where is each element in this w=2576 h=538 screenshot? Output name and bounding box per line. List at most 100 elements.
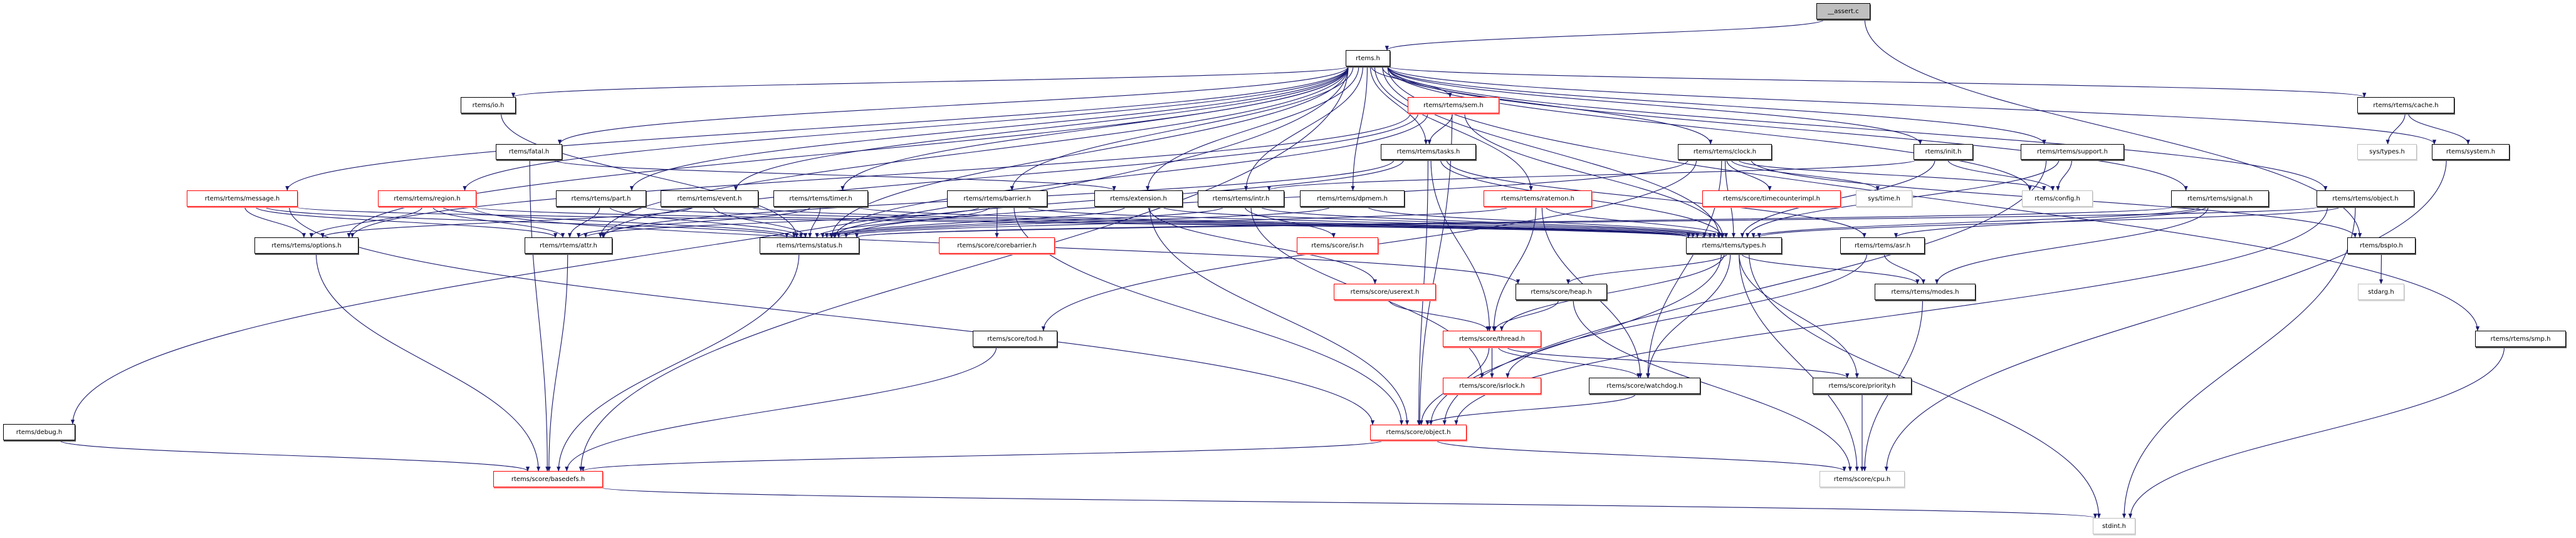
edge-timer-to-types [857, 206, 1699, 238]
node-message[interactable]: rtems/rtems/message.h [187, 190, 298, 207]
edge-heap-to-cpu [1573, 299, 1852, 472]
node-label: rtems/rtems/tasks.h [1396, 148, 1460, 155]
node-modes[interactable]: rtems/rtems/modes.h [1875, 284, 1976, 300]
node-sem[interactable]: rtems/rtems/sem.h [1408, 97, 1499, 113]
node-watchdog[interactable]: rtems/score/watchdog.h [1589, 378, 1700, 394]
edge-message-to-types [295, 206, 1690, 238]
node-label: rtems/fatal.h [508, 148, 550, 155]
node-rtems[interactable]: rtems.h [1346, 50, 1390, 66]
node-label: sys/time.h [1868, 195, 1900, 202]
edge-tasks-to-thread [1430, 159, 1492, 331]
node-options[interactable]: rtems/rtems/options.h [254, 237, 359, 254]
edge-watchdog-to-sobject [1425, 393, 1636, 425]
node-heap[interactable]: rtems/score/heap.h [1516, 284, 1607, 300]
node-robject[interactable]: rtems/rtems/object.h [2317, 190, 2414, 207]
edge-basedefs-to-stdint [600, 487, 2097, 519]
edge-tod-to-basedefs [565, 346, 997, 472]
node-label: rtems/rtems/message.h [204, 195, 280, 202]
edge-ratemon-to-thread [1492, 206, 1537, 331]
edge-sem-to-tasks [1427, 113, 1453, 145]
node-barrier[interactable]: rtems/rtems/barrier.h [947, 190, 1047, 207]
edge-assert-to-bspio [1864, 19, 2362, 238]
node-debug[interactable]: rtems/debug.h [3, 424, 75, 440]
edge-rtems-to-fatal [558, 66, 1349, 145]
node-corebarrier[interactable]: rtems/score/corebarrier.h [939, 237, 1055, 254]
edge-asr-to-modes [1883, 253, 1925, 284]
node-label: rtems/rtems/options.h [271, 242, 342, 249]
edge-tasks-to-asr [1446, 159, 1867, 238]
node-label: stdarg.h [2368, 288, 2394, 296]
node-tod[interactable]: rtems/score/tod.h [973, 331, 1057, 347]
node-isrlock[interactable]: rtems/score/isrlock.h [1443, 378, 1541, 394]
node-label: rtems/debug.h [16, 428, 63, 436]
node-fatal[interactable]: rtems/fatal.h [496, 144, 562, 160]
edge-init-to-intr [1267, 159, 1917, 191]
node-label: rtems.h [1356, 54, 1380, 62]
node-sobject[interactable]: rtems/score/object.h [1370, 425, 1467, 440]
node-status[interactable]: rtems/rtems/status.h [760, 237, 859, 254]
node-intr[interactable]: rtems/rtems/intr.h [1198, 190, 1284, 207]
node-attr[interactable]: rtems/rtems/attr.h [525, 237, 612, 254]
node-cpu: rtems/score/cpu.h [1819, 471, 1905, 487]
node-bspio[interactable]: rtems/bspIo.h [2347, 237, 2416, 254]
edge-cache-to-systypes [2385, 113, 2406, 145]
edge-rtems-to-region [463, 66, 1349, 191]
node-label: rtems/io.h [472, 101, 505, 109]
edge-barrier-to-types [1026, 206, 1707, 238]
node-label: rtems/rtems/support.h [2037, 148, 2108, 155]
node-types[interactable]: rtems/rtems/types.h [1686, 237, 1782, 254]
node-label: rtems/score/thread.h [1458, 335, 1526, 343]
node-event[interactable]: rtems/rtems/event.h [661, 190, 758, 207]
node-cache[interactable]: rtems/rtems/cache.h [2357, 97, 2454, 113]
edge-extension-to-sobject [1149, 206, 1410, 425]
node-smp[interactable]: rtems/rtems/smp.h [2475, 331, 2566, 347]
node-basedefs[interactable]: rtems/score/basedefs.h [493, 471, 603, 487]
node-label: rtems/rtems/status.h [776, 242, 843, 249]
edge-signal-to-status [855, 206, 2174, 238]
edge-types-to-heap [1566, 253, 1728, 284]
node-tasks[interactable]: rtems/rtems/tasks.h [1381, 144, 1476, 160]
node-thread[interactable]: rtems/score/thread.h [1443, 331, 1541, 347]
node-config: rtems/config.h [2022, 190, 2093, 207]
node-label: rtems/score/isrlock.h [1459, 382, 1525, 390]
node-support[interactable]: rtems/rtems/support.h [2021, 144, 2124, 160]
node-part[interactable]: rtems/rtems/part.h [556, 190, 646, 207]
node-label: rtems/config.h [2034, 195, 2080, 202]
node-priority[interactable]: rtems/score/priority.h [1813, 378, 1912, 394]
edge-rtems-to-types [1382, 66, 1722, 238]
node-signal[interactable]: rtems/rtems/signal.h [2171, 190, 2269, 207]
node-label: rtems/rtems/region.h [394, 195, 461, 202]
edge-region-to-options [309, 206, 423, 238]
node-extension[interactable]: rtems/extension.h [1094, 190, 1183, 207]
node-label: rtems/rtems/ratemon.h [1500, 195, 1575, 202]
node-ratemon[interactable]: rtems/rtems/ratemon.h [1484, 190, 1592, 207]
node-asr[interactable]: rtems/rtems/asr.h [1840, 237, 1925, 254]
node-timecounterimpl[interactable]: rtems/score/timecounterimpl.h [1702, 190, 1841, 207]
edge-rtems-to-ratemon [1374, 66, 1533, 191]
node-isr[interactable]: rtems/score/isr.h [1297, 237, 1378, 254]
edge-ratemon-to-types [1545, 206, 1728, 238]
edge-cache-to-system [2408, 113, 2470, 145]
node-region[interactable]: rtems/rtems/region.h [378, 190, 476, 207]
node-timer[interactable]: rtems/rtems/timer.h [773, 190, 868, 207]
edge-types-to-cpu [1739, 253, 1859, 472]
edge-system-to-cpu [1884, 159, 2447, 472]
edge-event-to-options [320, 206, 694, 238]
edge-clock-to-config [1737, 159, 2046, 191]
edge-extension-to-types [1161, 206, 1712, 238]
edge-debug-to-basedefs [59, 440, 530, 472]
node-label: rtems/score/watchdog.h [1606, 382, 1683, 390]
node-init[interactable]: rtems/init.h [1914, 144, 1973, 160]
edge-rtems-to-signal [1387, 66, 2188, 191]
node-dpmem[interactable]: rtems/rtems/dpmem.h [1300, 190, 1405, 207]
node-system[interactable]: rtems/system.h [2432, 144, 2510, 160]
edge-clock-to-systime [1730, 159, 1880, 191]
node-label: rtems/rtems/event.h [677, 195, 742, 202]
node-io[interactable]: rtems/io.h [461, 97, 516, 113]
node-clock[interactable]: rtems/rtems/clock.h [1678, 144, 1772, 160]
node-userext[interactable]: rtems/score/userext.h [1334, 284, 1436, 300]
node-label: rtems/extension.h [1110, 195, 1167, 202]
edge-rtems-to-barrier [1010, 66, 1354, 191]
edge-sobject-to-basedefs [581, 440, 1385, 472]
node-assert[interactable]: __assert.c [1816, 3, 1870, 19]
